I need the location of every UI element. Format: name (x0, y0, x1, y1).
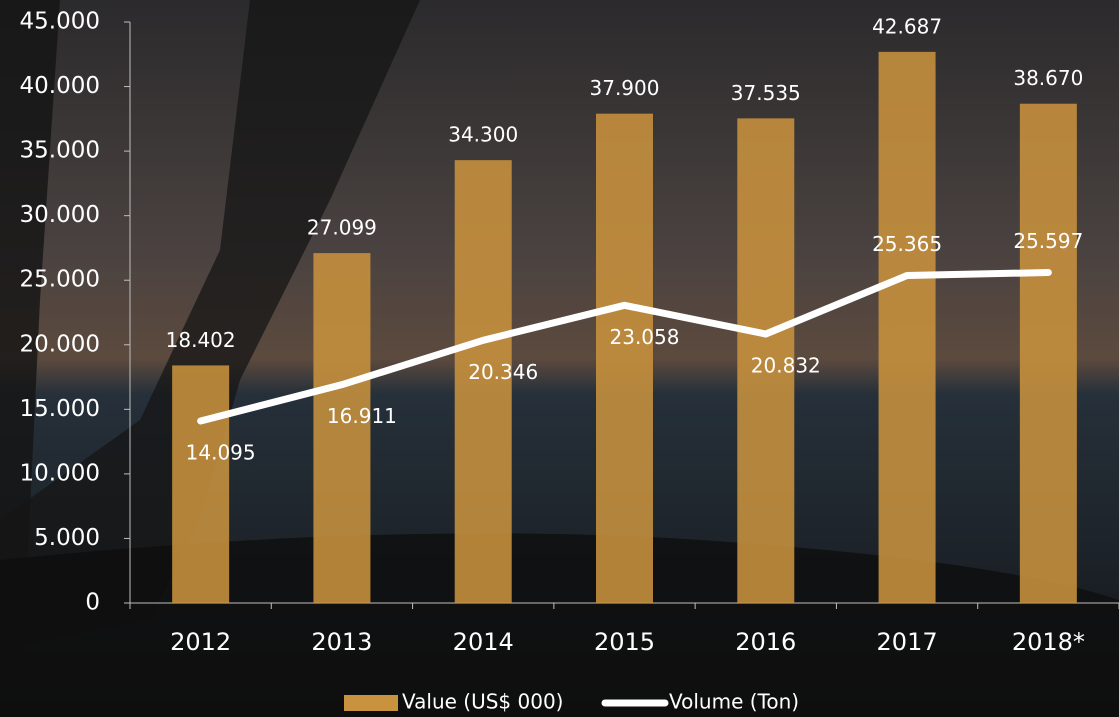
chart: 0 5.000 10.000 15.000 20.000 25.000 30.000 35.0… (0, 0, 1119, 717)
bar-value-label: 18.402 (166, 328, 236, 352)
bar-value-label: 38.670 (1013, 66, 1083, 90)
bar (596, 114, 653, 603)
y-tick-label: 45.000 (20, 9, 100, 35)
line-value-label: 25.365 (872, 232, 942, 256)
y-tick-label: 25.000 (20, 267, 100, 293)
line-value-label: 25.597 (1013, 229, 1083, 253)
line-value-label: 23.058 (610, 325, 680, 349)
y-tick-label: 10.000 (20, 460, 100, 486)
line-value-label: 20.832 (751, 354, 821, 378)
legend-swatch (344, 695, 398, 711)
x-tick-label: 2012 (170, 628, 231, 656)
x-tick-label: 2015 (594, 628, 655, 656)
y-tick-label: 30.000 (20, 202, 100, 228)
y-tick-label: 5.000 (34, 525, 100, 551)
line-value-label: 14.095 (186, 441, 256, 465)
x-tick-label: 2017 (877, 628, 938, 656)
bar-value-label: 34.300 (448, 123, 518, 147)
bar (1020, 104, 1077, 603)
line-value-label: 16.911 (327, 404, 397, 428)
y-tick-label: 35.000 (20, 138, 100, 164)
x-tick-label: 2013 (311, 628, 372, 656)
bar-value-label: 37.535 (731, 81, 801, 105)
legend-label: Value (US$ 000) (402, 690, 563, 714)
bar-value-label: 37.900 (590, 76, 660, 100)
y-tick-label: 0 (85, 590, 100, 616)
y-tick-label: 40.000 (20, 73, 100, 99)
bar (172, 365, 229, 603)
y-tick-label: 20.000 (20, 331, 100, 357)
legend-label: Volume (Ton) (669, 690, 799, 714)
line-value-label: 20.346 (468, 360, 538, 384)
bar-value-label: 27.099 (307, 216, 377, 240)
x-tick-label: 2018* (1012, 628, 1085, 656)
x-tick-label: 2014 (453, 628, 514, 656)
y-tick-label: 15.000 (20, 396, 100, 422)
x-tick-label: 2016 (735, 628, 796, 656)
bar-value-label: 42.687 (872, 14, 942, 38)
bar (879, 52, 936, 603)
